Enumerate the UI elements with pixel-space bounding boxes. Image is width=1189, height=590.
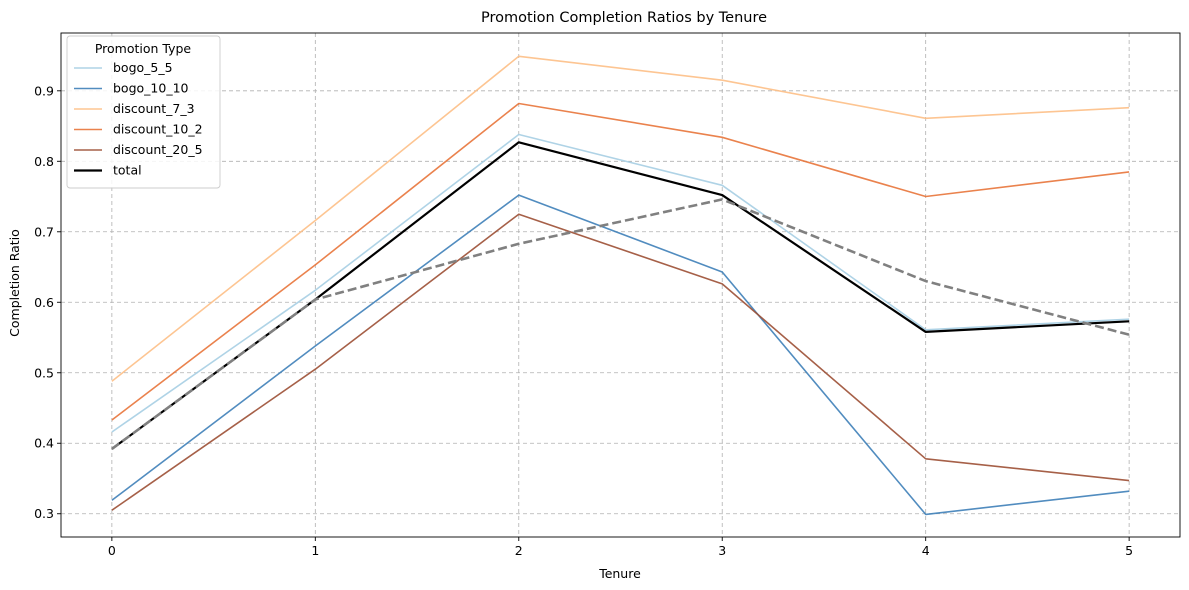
x-axis-label: Tenure [598, 566, 641, 581]
plot-frame [60, 32, 1181, 538]
series-line-bogo-5-5 [111, 133, 1130, 433]
legend-box [66, 35, 221, 189]
chart-title: Promotion Completion Ratios by Tenure [481, 10, 767, 26]
series-line-unlabeled-6 [111, 198, 1130, 450]
y-tick-label: 0.3 [34, 506, 54, 521]
x-tick-label: 0 [108, 543, 116, 558]
y-tick-label: 0.9 [34, 83, 54, 98]
series-line-discount-7-3 [111, 55, 1130, 382]
y-tick-label: 0.4 [34, 436, 54, 451]
x-tick-label: 3 [718, 543, 726, 558]
legend-label: total [113, 163, 142, 178]
series-layer [111, 55, 1130, 516]
series-line-bogo-10-10 [111, 194, 1130, 516]
legend-title: Promotion Type [95, 41, 192, 56]
y-tick-label: 0.5 [34, 365, 54, 380]
y-tick-label: 0.6 [34, 295, 54, 310]
series-line-discount-10-2 [111, 102, 1130, 421]
legend-items: bogo_5_5 bogo_10_10 discount_7_3 discount_1… [74, 60, 203, 178]
x-tick-label: 4 [922, 543, 930, 558]
x-tick-label: 5 [1125, 543, 1133, 558]
x-tick-label: 2 [515, 543, 523, 558]
x-tick-label: 1 [311, 543, 319, 558]
grid [61, 33, 1180, 537]
series-line-discount-20-5 [111, 213, 1130, 511]
y-tick-label: 0.7 [34, 224, 54, 239]
legend: Promotion Type bogo_5_5 bogo_10_10discoun… [66, 35, 221, 189]
legend-label: bogo_5_5 [113, 60, 173, 75]
legend-label: bogo_10_10 [113, 81, 189, 96]
y-tick-label: 0.8 [34, 154, 54, 169]
legend-label: discount_7_3 [113, 101, 195, 116]
x-axis-ticks: 0 1 2 3 4 5 [108, 537, 1133, 558]
legend-label: discount_10_2 [113, 122, 203, 137]
legend-label: discount_20_5 [113, 142, 203, 157]
y-axis-label: Completion Ratio [7, 229, 22, 337]
y-axis-ticks: 0.3 0.4 0.5 0.6 0.7 0.8 0.9 [34, 83, 61, 521]
